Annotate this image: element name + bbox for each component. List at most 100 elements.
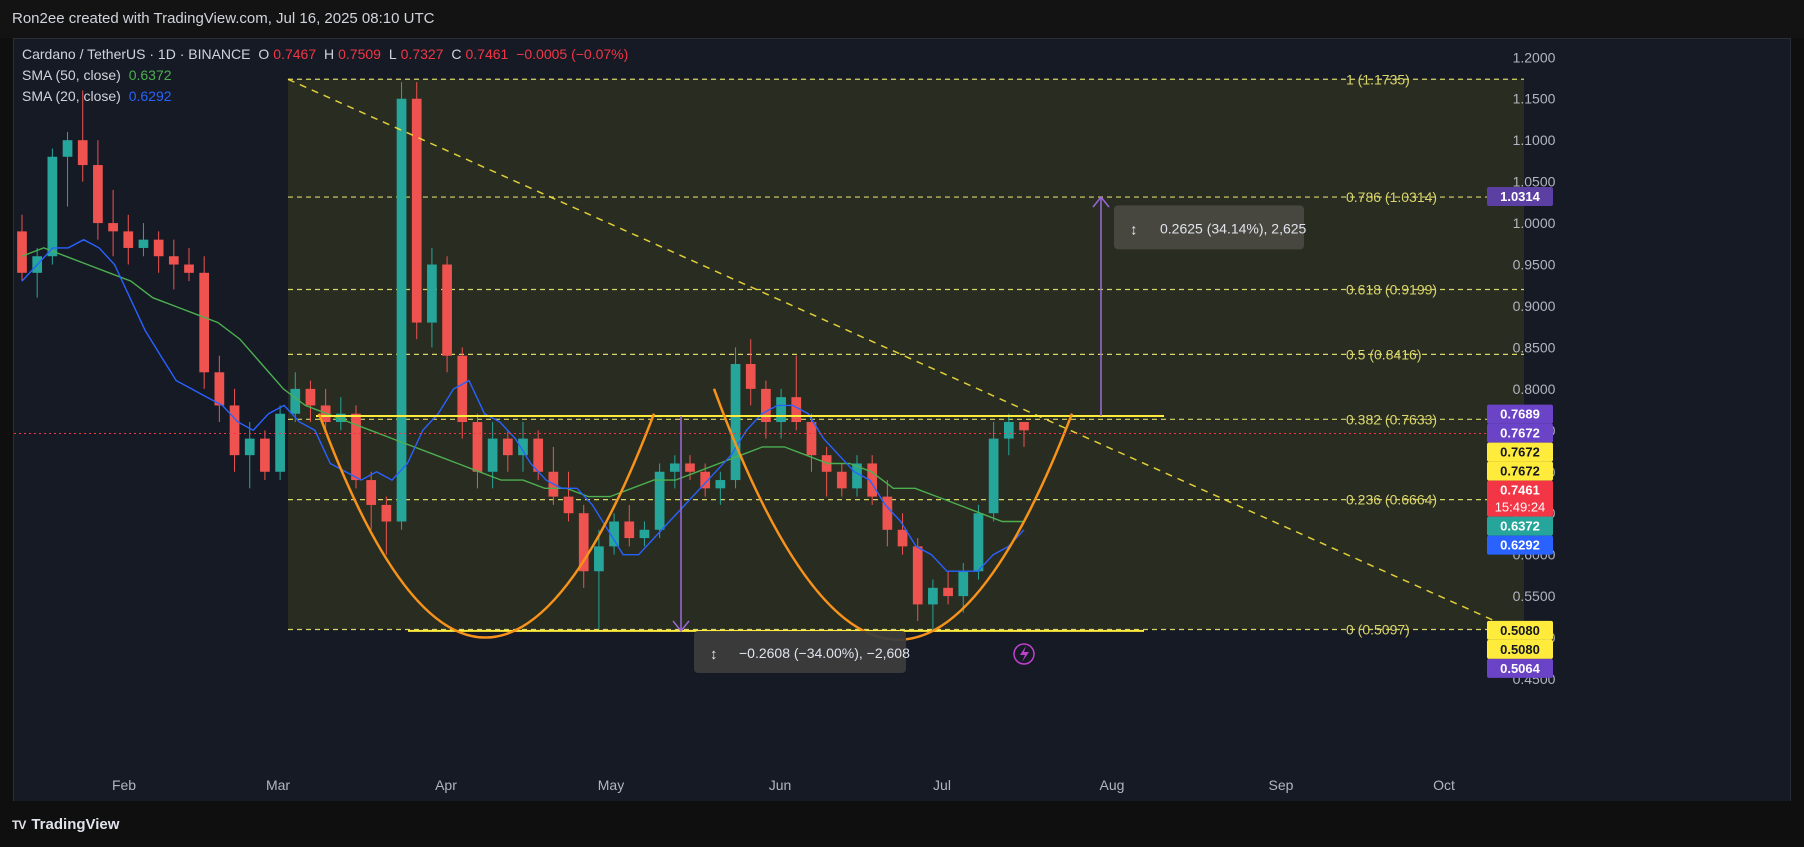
candle-body — [168, 256, 179, 265]
lightning-bolt — [1020, 646, 1029, 662]
sma50-value: 0.6372 — [128, 67, 172, 83]
candle-body — [897, 529, 908, 547]
candle-body — [1003, 422, 1014, 439]
fib-label: 0.786 (1.0314) — [1346, 189, 1437, 205]
candle-body — [396, 98, 407, 522]
candle-body — [184, 264, 194, 273]
sma20-line — [21, 238, 1025, 572]
x-tick-label: May — [598, 777, 624, 793]
fib-label: 0 (0.5097) — [1346, 622, 1410, 638]
candle-body — [518, 438, 528, 456]
high-label: H — [324, 46, 335, 62]
trend-line — [287, 78, 1515, 631]
lightning-circle — [1013, 643, 1035, 665]
candle-body — [852, 463, 862, 489]
candle-body — [351, 413, 361, 481]
candle-body — [685, 463, 695, 472]
candle-body — [761, 388, 771, 423]
price-tag-label: 1.0314 — [1500, 189, 1541, 204]
measure-down-icon: ↕ — [710, 646, 718, 663]
measure-up-icon: ↕ — [1130, 221, 1138, 238]
fib-label: 0.5 (0.8416) — [1346, 346, 1422, 362]
candle-body — [806, 422, 817, 456]
x-tick-label: Jul — [933, 777, 951, 793]
candle-body — [594, 546, 604, 572]
candle-body — [93, 165, 103, 224]
price-tag — [1487, 187, 1553, 207]
left-cup — [317, 413, 656, 639]
candle-body — [199, 272, 210, 373]
y-tick-label: 1.1500 — [1513, 91, 1556, 107]
candle-body — [62, 140, 73, 157]
candle-body — [912, 546, 923, 605]
candle-body — [305, 388, 316, 406]
price-tag — [1487, 516, 1553, 536]
candle-body — [487, 438, 498, 472]
x-tick-label: Jun — [769, 777, 792, 793]
measure-up-text: 0.2625 (34.14%), 2,625 — [1160, 220, 1307, 236]
candle-body — [700, 471, 711, 489]
candle-body — [867, 463, 878, 497]
open-value: 0.7467 — [273, 46, 317, 62]
candle-body — [836, 471, 847, 489]
candle-body — [669, 463, 680, 472]
open-label: O — [258, 46, 270, 62]
price-tag-label: 0.5064 — [1500, 661, 1541, 676]
symbol-name[interactable]: Cardano / TetherUS · 1D · BINANCE — [22, 46, 251, 62]
price-chart[interactable]: 1.2000 1.1500 1.1000 1.0500 1.0000 0.9500 0.90… — [14, 39, 1790, 802]
candle-body — [624, 521, 635, 539]
price-tag-label: 0.5080 — [1500, 642, 1540, 657]
candle-body — [427, 264, 437, 323]
candle-body — [411, 98, 422, 323]
candle-body — [108, 223, 118, 232]
candle-body — [457, 355, 468, 423]
high-value: 0.7509 — [338, 46, 381, 62]
low-value: 0.7327 — [400, 46, 444, 62]
price-tag-label: 0.6372 — [1500, 519, 1540, 534]
close-label: C — [451, 46, 462, 62]
measure-down-arrow — [672, 620, 690, 633]
y-tick-label: 0.5500 — [1513, 588, 1556, 604]
price-tag-label: 0.7672 — [1500, 464, 1540, 479]
candle-body — [639, 529, 650, 539]
price-tag-label: 0.7672 — [1500, 426, 1540, 441]
y-tick-label: 0.9500 — [1513, 257, 1556, 273]
candle-body — [730, 364, 741, 481]
x-tick-label: Sep — [1269, 777, 1294, 793]
candle-body — [943, 587, 953, 597]
sma20-row[interactable]: SMA (20, close) 0.6292 — [22, 86, 632, 107]
sma50-row[interactable]: SMA (50, close) 0.6372 — [22, 65, 632, 86]
close-value: 0.7461 — [465, 46, 509, 62]
candle-body — [290, 388, 301, 414]
fib-label: 0.236 (0.6664) — [1346, 492, 1437, 508]
candle-body — [609, 521, 619, 547]
candle-body — [563, 496, 574, 514]
candle-body — [442, 264, 452, 356]
candle-body — [1019, 422, 1029, 431]
tradingview-logo[interactable]: TV TradingView — [12, 816, 119, 833]
candle-body — [776, 397, 786, 423]
candle-body — [153, 239, 164, 257]
candle-body — [17, 231, 27, 273]
candle-body — [214, 372, 225, 406]
low-label: L — [388, 46, 397, 62]
price-tag-label: 0.6292 — [1500, 538, 1540, 553]
candle-body — [928, 587, 938, 605]
tv-logo-icon: TV — [12, 817, 26, 832]
symbol-row: Cardano / TetherUS · 1D · BINANCE O 0.746… — [22, 44, 632, 65]
x-tick-label: Oct — [1433, 777, 1455, 793]
price-tag — [1487, 461, 1553, 481]
price-tag-label: 0.7461 — [1500, 483, 1540, 498]
candle-body — [229, 405, 240, 456]
tradingview-brand: TradingView — [31, 816, 120, 833]
top-bar: Ron2ee created with TradingView.com, Jul… — [0, 0, 1804, 38]
x-tick-label: Feb — [112, 777, 136, 793]
candle-body — [973, 513, 984, 572]
candle-body — [958, 571, 969, 597]
chart-area[interactable]: 1.2000 1.1500 1.1000 1.0500 1.0000 0.9500 0.90… — [13, 38, 1791, 803]
measure-down-text: −0.2608 (−34.00%), −2,608 — [739, 645, 910, 661]
candle-body — [988, 438, 999, 514]
candle-body — [275, 413, 285, 472]
price-tag — [1487, 423, 1553, 443]
candle-body — [715, 480, 726, 489]
